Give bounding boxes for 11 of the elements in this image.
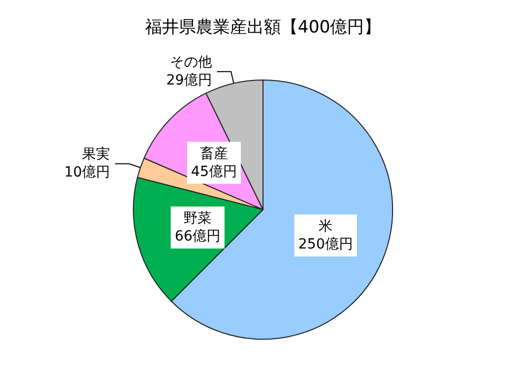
slice-label: 米 <box>318 218 333 235</box>
slice-label: 畜産 <box>200 144 228 162</box>
data-label: 250億円 <box>298 236 354 253</box>
chart-title: 福井県農業産出額【400億円】 <box>144 18 382 38</box>
data-label: 66億円 <box>174 228 221 244</box>
slice-label: その他 <box>170 54 212 71</box>
slice-label: 果実 <box>82 146 110 163</box>
data-label: 10億円 <box>64 164 110 181</box>
data-label: 29億円 <box>166 72 212 89</box>
slice-label: 野菜 <box>184 210 212 226</box>
data-label: 45億円 <box>191 164 237 180</box>
